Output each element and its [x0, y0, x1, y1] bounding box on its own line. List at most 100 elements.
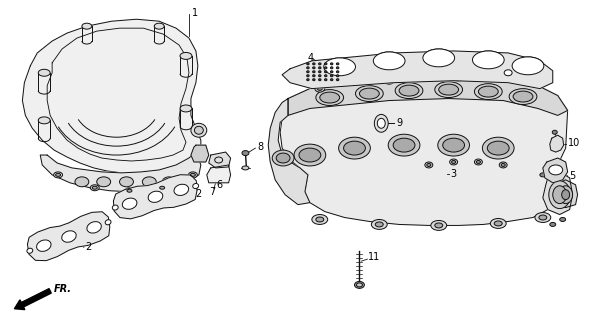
Ellipse shape: [487, 141, 509, 155]
Text: 2: 2: [85, 242, 91, 252]
Ellipse shape: [318, 75, 321, 77]
Ellipse shape: [330, 75, 333, 77]
Text: 2: 2: [195, 189, 201, 199]
Ellipse shape: [523, 79, 533, 86]
Ellipse shape: [423, 49, 455, 67]
Ellipse shape: [160, 186, 165, 189]
Polygon shape: [543, 172, 573, 214]
Ellipse shape: [356, 283, 362, 287]
Ellipse shape: [479, 86, 498, 97]
Ellipse shape: [336, 75, 339, 77]
Ellipse shape: [142, 177, 156, 187]
Ellipse shape: [330, 71, 333, 73]
Polygon shape: [207, 165, 231, 183]
Ellipse shape: [97, 177, 111, 187]
Ellipse shape: [513, 91, 533, 102]
Ellipse shape: [75, 177, 89, 187]
Ellipse shape: [191, 123, 207, 137]
Ellipse shape: [393, 138, 415, 152]
Ellipse shape: [148, 191, 162, 202]
Ellipse shape: [158, 185, 167, 191]
Ellipse shape: [324, 79, 327, 81]
Ellipse shape: [276, 153, 290, 163]
Ellipse shape: [318, 71, 321, 73]
Ellipse shape: [435, 82, 463, 98]
Ellipse shape: [439, 84, 458, 95]
Polygon shape: [543, 158, 568, 183]
Ellipse shape: [324, 71, 327, 73]
Ellipse shape: [195, 126, 203, 134]
Text: 3: 3: [451, 169, 457, 179]
Ellipse shape: [359, 88, 380, 99]
Ellipse shape: [549, 181, 570, 209]
Ellipse shape: [374, 114, 388, 132]
Ellipse shape: [482, 137, 514, 159]
Ellipse shape: [473, 51, 504, 69]
Ellipse shape: [320, 92, 340, 103]
Ellipse shape: [384, 77, 394, 84]
Ellipse shape: [560, 218, 566, 221]
Ellipse shape: [189, 172, 197, 178]
Ellipse shape: [312, 214, 328, 224]
Ellipse shape: [525, 81, 531, 84]
Ellipse shape: [395, 83, 423, 99]
Text: 8: 8: [257, 142, 263, 152]
Ellipse shape: [355, 281, 365, 288]
Ellipse shape: [374, 52, 405, 70]
FancyArrow shape: [14, 289, 51, 310]
Ellipse shape: [242, 166, 249, 170]
Ellipse shape: [324, 67, 327, 69]
Ellipse shape: [53, 172, 62, 178]
Ellipse shape: [454, 74, 464, 81]
Ellipse shape: [87, 222, 101, 233]
Ellipse shape: [318, 79, 321, 81]
Polygon shape: [282, 51, 553, 89]
Ellipse shape: [499, 162, 507, 168]
Ellipse shape: [539, 215, 547, 220]
Ellipse shape: [443, 138, 464, 152]
Ellipse shape: [324, 63, 327, 65]
Ellipse shape: [125, 188, 134, 194]
Ellipse shape: [330, 63, 333, 65]
Text: 10: 10: [568, 138, 580, 148]
Ellipse shape: [553, 186, 567, 204]
Polygon shape: [113, 175, 197, 219]
Text: 7: 7: [209, 187, 215, 197]
Ellipse shape: [540, 173, 546, 177]
Ellipse shape: [431, 220, 447, 230]
Ellipse shape: [39, 117, 50, 124]
Ellipse shape: [56, 173, 60, 176]
Polygon shape: [288, 77, 568, 116]
Text: 9: 9: [396, 118, 402, 128]
Ellipse shape: [490, 219, 506, 228]
Ellipse shape: [315, 85, 325, 92]
Ellipse shape: [559, 186, 573, 204]
Ellipse shape: [318, 67, 321, 69]
Ellipse shape: [449, 159, 458, 165]
Ellipse shape: [162, 177, 176, 187]
Ellipse shape: [193, 183, 199, 188]
Ellipse shape: [307, 79, 309, 81]
Polygon shape: [268, 99, 310, 204]
Ellipse shape: [355, 86, 383, 101]
Ellipse shape: [343, 141, 365, 155]
Text: 11: 11: [368, 252, 381, 262]
Ellipse shape: [82, 23, 92, 29]
Ellipse shape: [399, 85, 419, 96]
Polygon shape: [550, 135, 564, 152]
Ellipse shape: [313, 63, 315, 65]
Ellipse shape: [105, 220, 111, 225]
Ellipse shape: [495, 221, 502, 226]
Ellipse shape: [316, 90, 343, 106]
Ellipse shape: [512, 57, 544, 75]
Ellipse shape: [112, 205, 118, 210]
Ellipse shape: [313, 71, 315, 73]
Ellipse shape: [317, 87, 322, 90]
Ellipse shape: [377, 118, 385, 128]
Ellipse shape: [504, 70, 512, 76]
Ellipse shape: [474, 84, 502, 100]
Ellipse shape: [27, 248, 33, 253]
Ellipse shape: [120, 177, 133, 187]
Ellipse shape: [313, 75, 315, 77]
Polygon shape: [27, 212, 110, 261]
